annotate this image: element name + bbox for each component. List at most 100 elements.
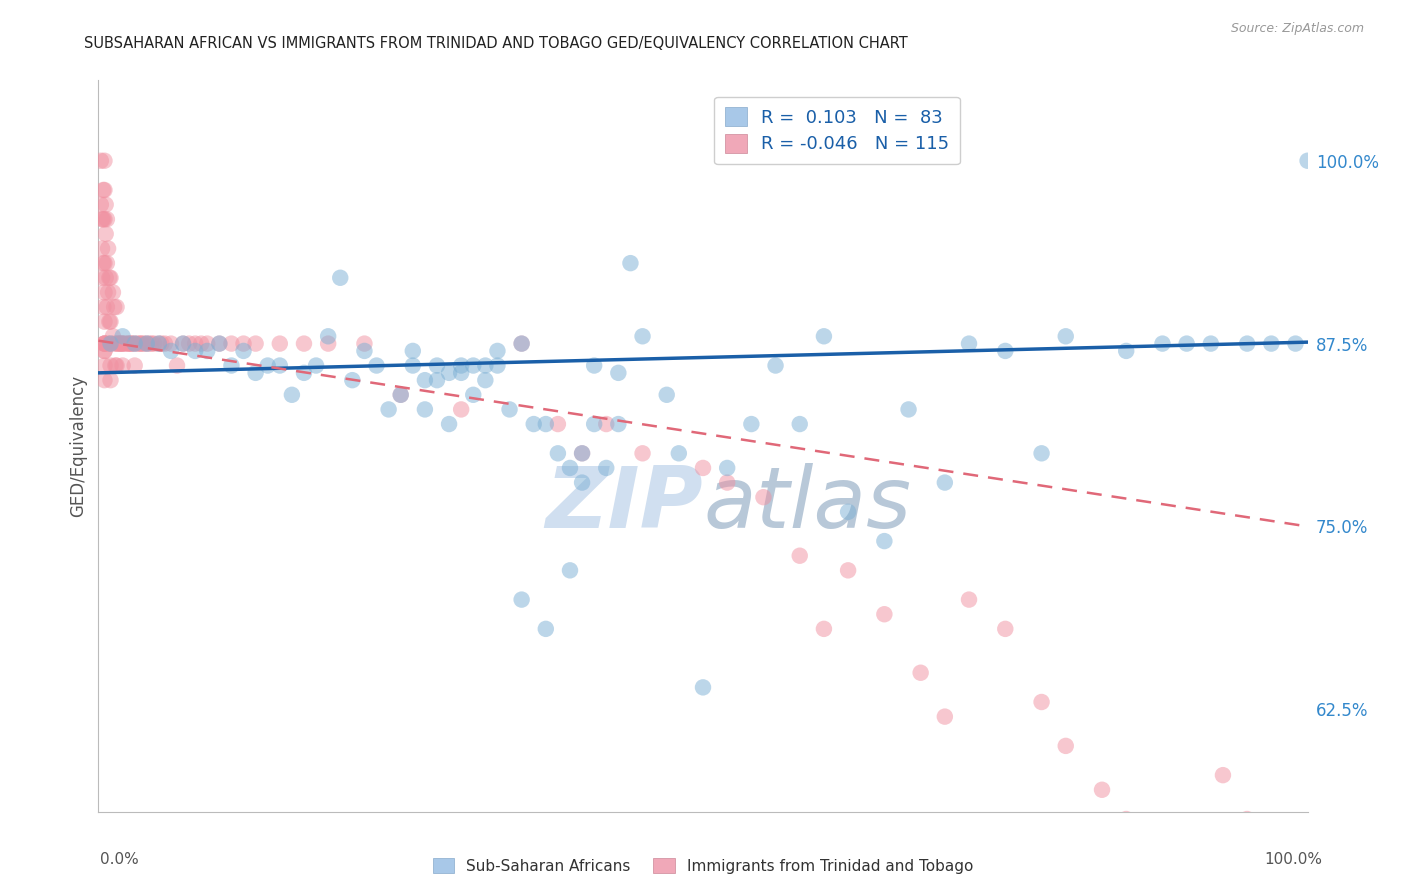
Point (837, 505, 859, 519)
Point (104, 359, 127, 373)
Point (93, 153, 115, 168)
Point (93, 285, 115, 300)
Point (486, 359, 509, 373)
Point (789, 549, 811, 563)
Point (93, 343, 115, 358)
Point (353, 343, 375, 358)
Point (316, 336, 339, 351)
Point (117, 336, 139, 351)
Point (486, 343, 509, 358)
Point (93, 336, 115, 351)
Point (90, 153, 112, 168)
Point (292, 336, 315, 351)
Point (377, 402, 399, 417)
Point (131, 336, 153, 351)
Point (97, 285, 120, 300)
Point (91, 183, 114, 197)
Point (143, 336, 166, 351)
Point (740, 417, 762, 431)
Point (93, 256, 115, 270)
Point (607, 366, 630, 380)
Point (153, 336, 176, 351)
Point (96, 256, 118, 270)
Point (90, 197, 112, 211)
Point (474, 373, 496, 387)
Point (523, 417, 546, 431)
Point (692, 681, 714, 695)
Point (97, 242, 120, 256)
Point (91, 242, 114, 256)
Point (128, 336, 150, 351)
Point (716, 475, 738, 490)
Point (1175, 336, 1198, 351)
Point (558, 563, 581, 577)
Point (195, 336, 218, 351)
Point (100, 336, 122, 351)
Text: 0.0%: 0.0% (100, 852, 139, 867)
Point (692, 461, 714, 475)
Point (437, 366, 460, 380)
Point (389, 388, 412, 402)
Point (93, 336, 115, 351)
Point (957, 592, 980, 607)
Point (208, 336, 231, 351)
Point (103, 300, 125, 314)
Point (813, 329, 835, 343)
Point (910, 665, 932, 680)
Point (534, 622, 557, 636)
Text: 100.0%: 100.0% (1264, 852, 1323, 867)
Point (571, 475, 593, 490)
Point (184, 336, 207, 351)
Point (1115, 812, 1137, 826)
Legend: R =  0.103   N =  83, R = -0.046   N = 115: R = 0.103 N = 83, R = -0.046 N = 115 (714, 96, 960, 164)
Point (160, 343, 183, 358)
Point (221, 336, 243, 351)
Point (93, 373, 115, 387)
Point (195, 343, 218, 358)
Point (100, 315, 122, 329)
Point (121, 336, 143, 351)
Point (101, 285, 124, 300)
Point (631, 446, 654, 460)
Point (111, 336, 134, 351)
Point (118, 336, 141, 351)
Point (124, 336, 146, 351)
Point (93, 183, 115, 197)
Point (752, 490, 775, 504)
Point (571, 446, 593, 460)
Point (402, 343, 425, 358)
Point (789, 417, 811, 431)
Point (668, 446, 690, 460)
Point (426, 359, 449, 373)
Point (1236, 812, 1258, 826)
Point (631, 329, 654, 343)
Point (100, 373, 122, 387)
Point (110, 336, 132, 351)
Point (93, 336, 115, 351)
Point (114, 336, 136, 351)
Point (107, 336, 129, 351)
Point (305, 359, 328, 373)
Point (98, 270, 121, 285)
Point (105, 300, 128, 314)
Point (316, 329, 339, 343)
Point (135, 336, 157, 351)
Point (221, 359, 243, 373)
Point (245, 366, 267, 380)
Point (100, 336, 122, 351)
Point (269, 359, 291, 373)
Point (232, 336, 254, 351)
Point (837, 563, 859, 577)
Point (463, 359, 485, 373)
Point (141, 336, 163, 351)
Point (353, 336, 375, 351)
Point (413, 402, 436, 417)
Point (98, 315, 121, 329)
Point (1031, 695, 1053, 709)
Point (94, 270, 117, 285)
Point (101, 329, 124, 343)
Point (547, 417, 569, 431)
Point (994, 622, 1017, 636)
Point (510, 592, 533, 607)
Point (111, 336, 134, 351)
